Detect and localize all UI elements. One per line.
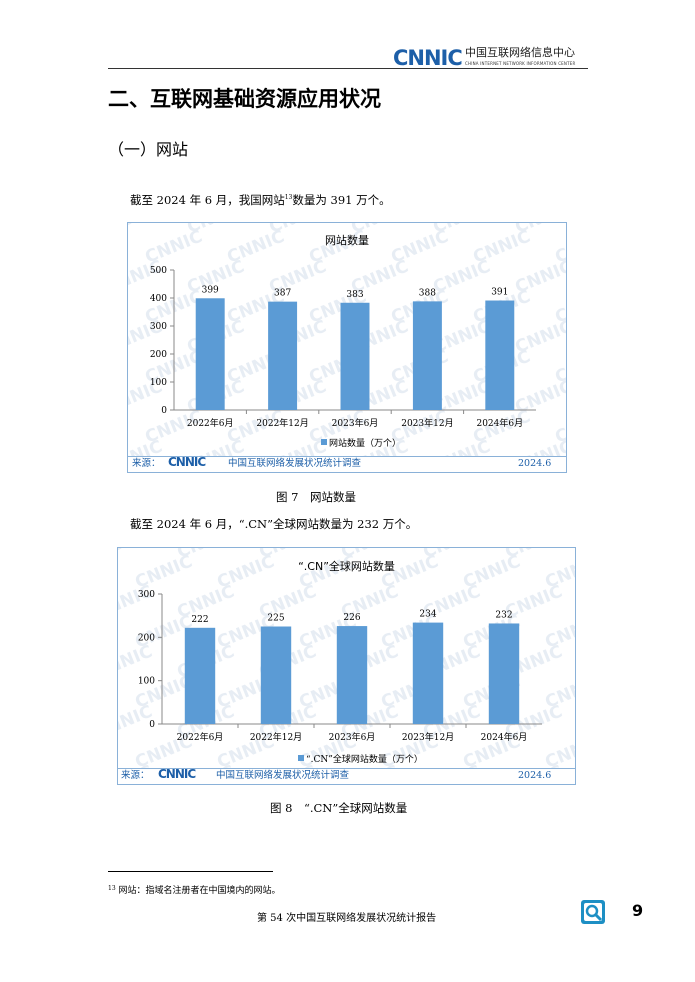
data-label: 383 [346, 290, 363, 300]
source-prefix: 来源： [121, 770, 150, 781]
y-tick-label: 500 [150, 266, 167, 276]
source-name: 中国互联网络发展状况统计调查 [216, 770, 350, 781]
org-name-cn: 中国互联网络信息中心 [465, 46, 575, 59]
y-tick-label: 200 [138, 633, 155, 643]
legend-swatch [298, 755, 304, 761]
legend: 网站数量（万个） [321, 437, 401, 449]
y-tick-label: 100 [150, 378, 167, 388]
y-tick-label: 200 [150, 350, 167, 360]
bar [485, 300, 515, 410]
header-rule [108, 68, 588, 69]
source-date: 2024.6 [518, 458, 552, 469]
watermark-text: CNNIC [128, 223, 165, 238]
footnote-rule [108, 871, 273, 872]
page-number: 9 [632, 901, 644, 920]
legend-swatch [321, 439, 327, 445]
chart-title: “.CN”全球网站数量 [298, 559, 395, 573]
source-bar: 来源： CNNIC 中国互联网络发展状况统计调查 2024.6 [128, 456, 566, 472]
x-tick-label: 2023年6月 [332, 417, 379, 429]
bar [336, 626, 368, 724]
data-label: 232 [495, 610, 512, 620]
y-tick-label: 0 [161, 406, 167, 416]
chart-cn-website-count: CNNIC CNNIC CNNIC CNNIC CNNIC CNNIC CNNIC CNNIC… [117, 547, 576, 785]
x-tick-label: 2022年6月 [177, 731, 224, 743]
source-logo: CNNIC [158, 767, 196, 781]
y-tick-label: 100 [138, 677, 155, 687]
bar [268, 301, 298, 410]
org-name-en: CHINA INTERNET NETWORK INFORMATION CENTE… [465, 61, 576, 66]
bar [195, 298, 225, 410]
source-date: 2024.6 [518, 770, 552, 781]
paragraph-text: 数量为 391 万个。 [292, 193, 391, 207]
chart-website-count: CNNIC CNNIC CNNIC CNNIC CNNIC CNNIC CNNIC CNNIC… [127, 222, 567, 473]
data-label: 234 [419, 610, 436, 620]
data-label: 391 [491, 288, 508, 298]
y-tick-label: 300 [150, 322, 167, 332]
x-tick-label: 2024年6月 [476, 417, 523, 429]
section-title: 二、互联网基础资源应用状况 [108, 87, 381, 111]
footer-report-title: 第 54 次中国互联网络发展状况统计报告 [257, 913, 437, 924]
figure-caption-7: 图 7 网站数量 [276, 490, 356, 504]
paragraph-text: 截至 2024 年 6 月，我国网站 [130, 193, 285, 207]
x-tick-label: 2022年12月 [250, 731, 302, 743]
data-label: 225 [267, 614, 284, 624]
footnote-number: 13 [108, 885, 116, 892]
data-label: 222 [191, 615, 208, 625]
bar [412, 622, 444, 724]
legend-label: “.CN”全球网站数量（万个） [306, 753, 423, 765]
data-label: 388 [419, 288, 436, 298]
footnote-ref[interactable]: 13 [284, 194, 293, 201]
cnnic-logo: CNNIC [393, 46, 463, 70]
data-label: 387 [274, 289, 291, 299]
watermark-text: CNNIC [118, 582, 155, 623]
footnote-text: 网站：指域名注册者在中国境内的网站。 [118, 886, 281, 896]
bar [260, 626, 292, 724]
y-tick-label: 400 [150, 294, 167, 304]
source-prefix: 来源： [132, 458, 161, 469]
watermark-text: CNNIC [118, 548, 155, 563]
x-tick-label: 2022年6月 [187, 417, 234, 429]
paragraph-websites: 截至 2024 年 6 月，我国网站13数量为 391 万个。 [130, 191, 391, 207]
x-tick-label: 2023年6月 [329, 731, 376, 743]
bar [488, 623, 520, 724]
paragraph-cn-websites: 截至 2024 年 6 月，“.CN”全球网站数量为 232 万个。 [130, 517, 418, 531]
source-bar: 来源： CNNIC 中国互联网络发展状况统计调查 2024.6 [118, 768, 575, 784]
y-tick-label: 300 [138, 590, 155, 600]
x-tick-label: 2022年12月 [256, 417, 308, 429]
source-logo: CNNIC [168, 455, 206, 469]
y-tick-label: 0 [149, 720, 155, 730]
source-name: 中国互联网络发展状况统计调查 [228, 458, 362, 469]
data-label: 226 [343, 613, 360, 623]
figure-caption-8: 图 8 “.CN”全球网站数量 [270, 801, 408, 815]
bar [340, 302, 370, 410]
bar [412, 301, 442, 410]
x-tick-label: 2023年12月 [402, 731, 454, 743]
chart-title: 网站数量 [325, 233, 369, 247]
legend: “.CN”全球网站数量（万个） [298, 753, 423, 765]
legend-label: 网站数量（万个） [329, 437, 401, 449]
x-tick-label: 2024年6月 [481, 731, 528, 743]
watermark-text: CNNIC [128, 257, 165, 298]
footnote: 13 网站：指域名注册者在中国境内的网站。 [108, 883, 281, 897]
data-label: 399 [202, 285, 219, 295]
x-tick-label: 2023年12月 [401, 417, 453, 429]
bar [184, 627, 216, 724]
subsection-title: （一）网站 [108, 140, 189, 159]
magnifier-logo-icon [581, 900, 605, 924]
